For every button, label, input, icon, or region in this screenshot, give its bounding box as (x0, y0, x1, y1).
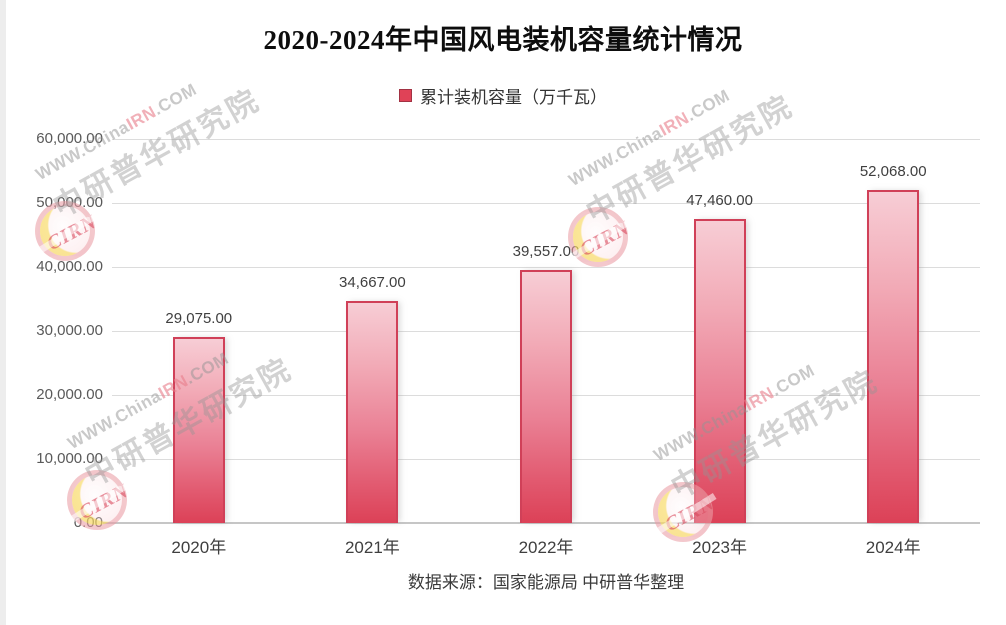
gridline (112, 138, 980, 140)
x-tick-label: 2020年 (171, 538, 227, 557)
y-tick-label: 0.00 (73, 514, 103, 531)
y-tick-label: 10,000.00 (36, 450, 103, 467)
x-axis-line (103, 522, 980, 524)
bar-value-label: 34,667.00 (339, 274, 406, 291)
bar-value-label: 39,557.00 (512, 243, 580, 260)
gridline (112, 266, 980, 268)
left-edge-strip (0, 0, 6, 625)
data-source-note: 数据来源：国家能源局 中研普华整理 (407, 573, 685, 592)
y-tick-label: 30,000.00 (36, 322, 103, 339)
y-tick-label: 40,000.00 (36, 258, 103, 275)
gridline (112, 202, 980, 204)
bar-2021年 (346, 301, 399, 523)
y-tick-label: 20,000.00 (36, 386, 103, 403)
x-tick-label: 2024年 (865, 538, 921, 557)
y-tick-label: 60,000.00 (36, 130, 103, 147)
plot-area: 29,075.00 2020年 34,667.00 2021年 39,557.00 202… (103, 139, 980, 557)
x-tick-label: 2021年 (344, 538, 400, 557)
x-tick-label: 2022年 (518, 538, 574, 557)
bar-value-label: 29,075.00 (165, 310, 233, 327)
legend-marker (399, 88, 412, 102)
bar-2024年 (867, 190, 920, 523)
bar-value-label: 52,068.00 (859, 163, 927, 180)
bar-value-label: 47,460.00 (686, 192, 753, 209)
bar-2022年 (520, 270, 572, 523)
bar-2020年 (172, 337, 225, 523)
page-title: 2020-2024年中国风电装机容量统计情况 (263, 25, 743, 55)
legend: 累计装机容量（万千瓦） (0, 84, 1006, 107)
y-tick-label: 50,000.00 (36, 194, 103, 211)
legend-label: 累计装机容量（万千瓦） (420, 87, 607, 107)
bar-2023年 (693, 219, 746, 523)
y-axis-labels: 0.00 10,000.00 20,000.00 30,000.00 40,000.00… (0, 130, 103, 531)
x-tick-label: 2023年 (692, 538, 747, 557)
